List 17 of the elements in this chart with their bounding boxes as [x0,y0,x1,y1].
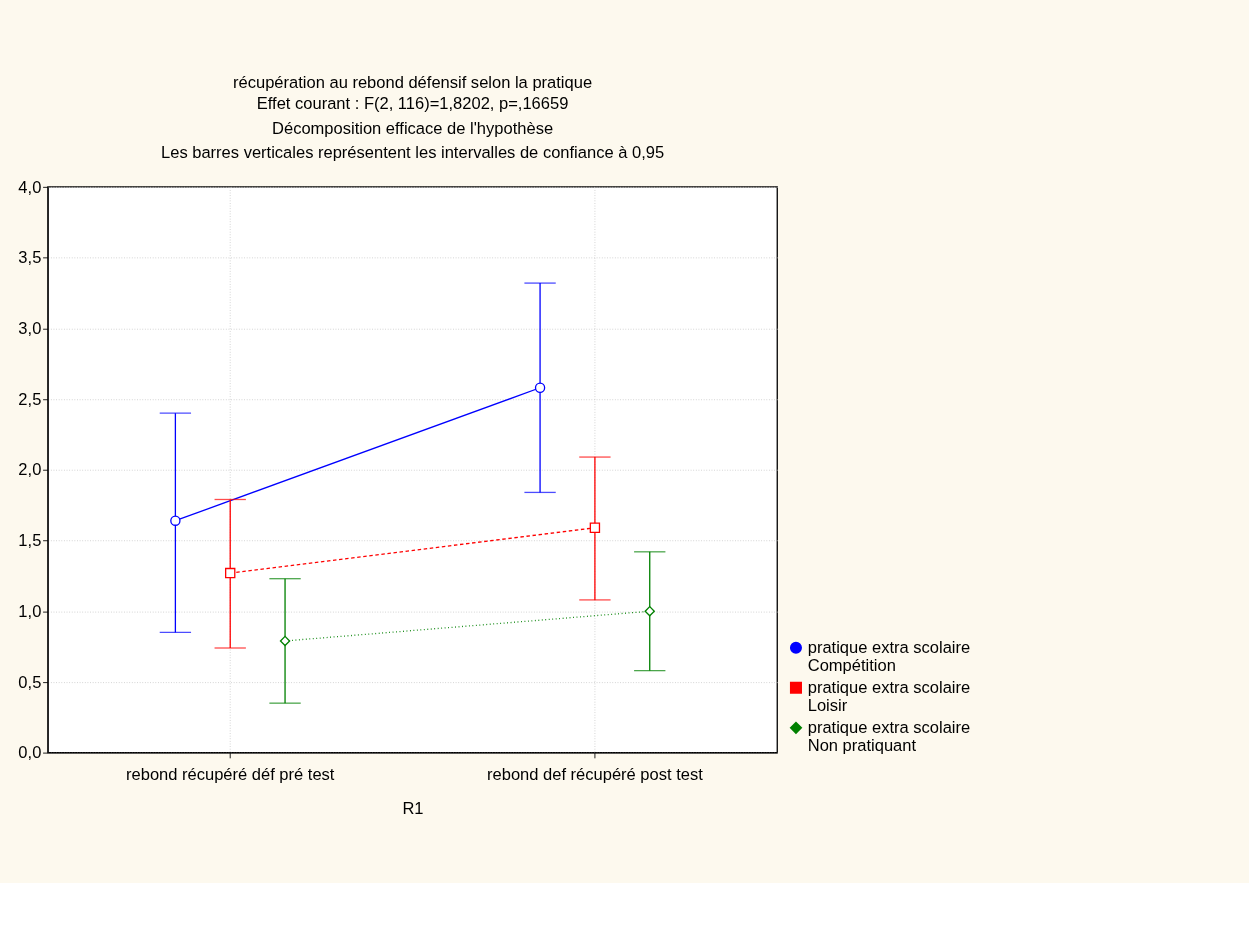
y-tick-label: 3,5 [18,248,42,268]
text: Les barres verticales représentent les intervalles de confiance à 0,95 [161,143,665,163]
text: Décomposition efficace de l'hypothèse [272,118,554,138]
y-tick-label: 1,0 [18,601,42,621]
y-tick-label: 1,5 [18,531,42,551]
chart-title: récupération au rebond défensif selon la pratique [233,72,593,92]
y-tick-label: 2,0 [18,460,42,480]
x-tick-label: rebond récupéré déf pré test [126,765,335,785]
y-tick-label: 0,0 [18,743,42,763]
y-tick-label: 0,5 [18,672,42,692]
x-axis-title: R1 [402,799,424,819]
legend-label: pratique extra scolaire Non pratiquant [807,718,971,756]
y-tick-label: 3,0 [18,319,42,339]
x-tick-label: rebond def récupéré post test [487,765,704,785]
y-tick-label: 4,0 [18,177,42,197]
text: Effet courant : F(2, 116)=1,8202, p=,16659 [256,94,569,114]
y-tick-label: 2,5 [18,389,42,409]
